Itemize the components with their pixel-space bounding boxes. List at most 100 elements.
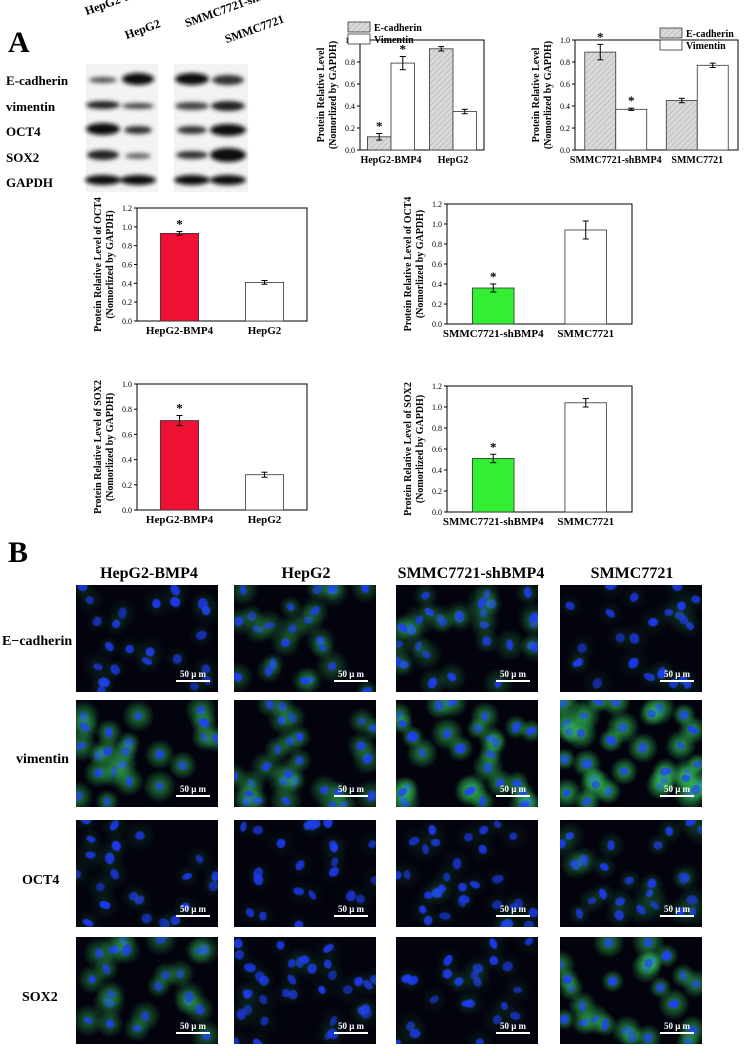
- y-tick-label: 0.8: [122, 405, 132, 414]
- micro-image: 50 μ m: [396, 585, 538, 692]
- micro-row-label: OCT4: [22, 873, 60, 888]
- y-axis-label: Protein Relative Level of SOX2: [93, 380, 104, 514]
- plot-frame: [359, 39, 485, 151]
- significance-star: *: [400, 42, 407, 57]
- scale-bar-line: [176, 915, 210, 917]
- scale-bar: 50 μ m: [176, 904, 210, 917]
- scale-bar-label: 50 μ m: [179, 784, 207, 794]
- scale-bar: 50 μ m: [496, 669, 530, 682]
- y-tick-label: 1.0: [122, 223, 132, 232]
- scale-bar-label: 50 μ m: [663, 669, 691, 679]
- micro-image: 50 μ m: [76, 700, 218, 807]
- scale-bar-label: 50 μ m: [663, 784, 691, 794]
- y-tick-label: 0.4: [122, 456, 132, 465]
- bar: [390, 62, 415, 151]
- scale-bar-line: [496, 680, 530, 682]
- scale-bar: 50 μ m: [660, 904, 694, 917]
- x-tick-label: HepG2: [438, 155, 469, 166]
- legend-label: Vimentin: [686, 41, 726, 52]
- blot-bands: [85, 64, 248, 192]
- y-axis-label: (Nomorlized by GAPDH): [415, 395, 426, 503]
- scale-bar-line: [496, 795, 530, 797]
- y-tick-label: 0.6: [432, 260, 442, 269]
- micro-image: 50 μ m: [234, 937, 376, 1044]
- scale-bar-label: 50 μ m: [663, 904, 691, 914]
- significance-star: *: [376, 119, 383, 134]
- y-tick-label: 0.2: [432, 487, 442, 496]
- bar: [244, 474, 285, 511]
- bar: [615, 108, 648, 151]
- bar: [159, 233, 200, 322]
- y-tick-label: 0.0: [432, 508, 442, 517]
- scale-bar-line: [496, 915, 530, 917]
- micro-image: 50 μ m: [234, 585, 376, 692]
- blot-row-label: E-cadherin: [6, 73, 69, 88]
- blot-row-label: SOX2: [6, 150, 40, 165]
- y-tick-label: 0.4: [432, 466, 442, 475]
- scale-bar-line: [660, 795, 694, 797]
- micro-column-title: HepG2-BMP4: [100, 565, 198, 582]
- x-tick-label: HepG2: [248, 514, 282, 526]
- bar: [429, 48, 454, 151]
- legend-label: E-cadherin: [686, 29, 734, 40]
- x-tick-label: HepG2: [248, 325, 282, 337]
- y-tick-label: 0.8: [560, 58, 570, 67]
- micrograph-canvas: [76, 585, 218, 692]
- scale-bar: 50 μ m: [660, 669, 694, 682]
- scale-bar: 50 μ m: [660, 1021, 694, 1034]
- panel-b-label: B: [8, 536, 29, 569]
- x-tick-label: HepG2-BMP4: [146, 514, 214, 526]
- scale-bar: 50 μ m: [176, 1021, 210, 1034]
- micro-image: 50 μ m: [560, 700, 702, 807]
- y-tick-label: 1.2: [122, 204, 132, 213]
- y-axis-label: (Nomorlized by GAPDH): [543, 41, 554, 149]
- x-tick-label: SMMC7721-shBMP4: [443, 328, 544, 340]
- micro-column-title: SMMC7721-shBMP4: [397, 565, 545, 582]
- y-tick-label: 1.0: [432, 220, 442, 229]
- scale-bar: 50 μ m: [334, 904, 368, 917]
- micrograph-canvas: [76, 820, 218, 927]
- y-tick-label: 0.8: [345, 58, 355, 67]
- micro-row-label: SOX2: [22, 990, 58, 1005]
- y-tick-label: 0.2: [560, 124, 570, 133]
- chart-sox2-smmc: 0.0 0.2 0.4 0.6 0.8 1.0 1.2 Protein Relative Le…: [403, 382, 633, 528]
- micro-image: 50 μ m: [76, 820, 218, 927]
- scale-bar: 50 μ m: [334, 1021, 368, 1034]
- scale-bar-line: [334, 915, 368, 917]
- y-axis-label: Protein Relative Level: [316, 47, 327, 142]
- scale-bar: 50 μ m: [334, 784, 368, 797]
- y-tick-label: 0.8: [432, 424, 442, 433]
- bar: [452, 111, 477, 151]
- micro-image: 50 μ m: [234, 700, 376, 807]
- scale-bar: 50 μ m: [496, 784, 530, 797]
- scale-bar-label: 50 μ m: [499, 904, 527, 914]
- micro-image: 50 μ m: [560, 585, 702, 692]
- micrograph-canvas: [560, 820, 702, 927]
- x-tick-label: SMMC7721-shBMP4: [443, 516, 544, 528]
- micrograph-canvas: [234, 937, 376, 1044]
- y-tick-label: 0.0: [432, 320, 442, 329]
- micro-image: 50 μ m: [560, 820, 702, 927]
- y-tick-label: 0.4: [345, 102, 355, 111]
- y-tick-label: 0.6: [560, 80, 570, 89]
- micro-image: 50 μ m: [396, 700, 538, 807]
- bar: [159, 420, 200, 511]
- y-tick-label: 0.0: [122, 506, 132, 515]
- bar: [244, 281, 285, 322]
- scale-bar-label: 50 μ m: [179, 669, 207, 679]
- y-tick-label: 0.2: [122, 298, 132, 307]
- significance-star: *: [628, 93, 635, 108]
- scale-bar-label: 50 μ m: [499, 784, 527, 794]
- y-axis-label: (Nomorlized by GAPDH): [105, 210, 116, 318]
- y-tick-label: 1.0: [560, 36, 570, 45]
- micrograph-canvas: [234, 585, 376, 692]
- micro-image: 50 μ m: [560, 937, 702, 1044]
- scale-bar-label: 50 μ m: [337, 1021, 365, 1031]
- scale-bar-label: 50 μ m: [337, 784, 365, 794]
- y-tick-label: 0.0: [345, 146, 355, 155]
- significance-star: *: [597, 29, 604, 44]
- y-axis-label: Protein Relative Level of OCT4: [403, 197, 414, 332]
- y-axis-label: (Nomorlized by GAPDH): [105, 393, 116, 501]
- scale-bar: 50 μ m: [660, 784, 694, 797]
- micro-image: 50 μ m: [396, 820, 538, 927]
